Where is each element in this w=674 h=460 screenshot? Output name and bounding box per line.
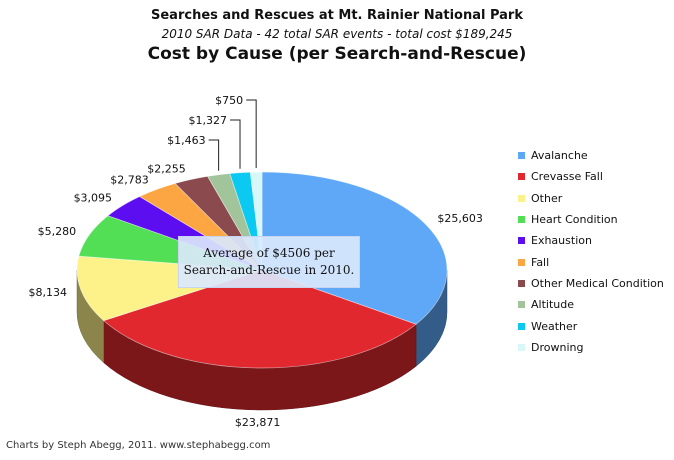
leader-line-drowning xyxy=(246,99,257,169)
legend-item-fall: Fall xyxy=(518,251,664,272)
legend-swatch-other xyxy=(518,194,525,202)
legend-swatch-heart-condition xyxy=(518,216,525,224)
value-label-weather: $1,327 xyxy=(189,114,228,127)
pie-slice-crevasse-fall xyxy=(102,269,417,369)
legend-item-other: Other xyxy=(518,188,664,209)
value-label-other: $8,134 xyxy=(28,286,67,299)
legend-swatch-other-medical-condition xyxy=(518,279,525,287)
legend-swatch-avalanche xyxy=(518,152,525,160)
legend-item-altitude: Altitude xyxy=(518,294,664,315)
value-label-heart-condition: $5,280 xyxy=(38,225,77,238)
value-label-fall: $2,783 xyxy=(110,174,149,187)
legend-label-heart-condition: Heart Condition xyxy=(531,213,618,227)
value-label-crevasse-fall: $23,871 xyxy=(235,416,281,429)
legend-swatch-fall xyxy=(518,258,525,266)
value-label-altitude: $1,463 xyxy=(167,134,206,147)
chart-heading: Cost by Cause (per Search-and-Rescue) xyxy=(147,44,527,64)
legend-label-other-medical-condition: Other Medical Condition xyxy=(531,276,664,290)
legend-label-crevasse-fall: Crevasse Fall xyxy=(531,170,603,184)
value-label-exhaustion: $3,095 xyxy=(74,192,113,205)
legend-swatch-exhaustion xyxy=(518,237,525,245)
legend-item-weather: Weather xyxy=(518,315,664,336)
legend-item-heart-condition: Heart Condition xyxy=(518,209,664,230)
leader-line-altitude xyxy=(208,139,220,171)
legend-label-avalanche: Avalanche xyxy=(531,149,588,163)
credit-line: Charts by Steph Abegg, 2011. www.stephab… xyxy=(6,440,271,451)
chart-subtitle: 2010 SAR Data - 42 total SAR events - to… xyxy=(161,27,513,41)
legend-item-other-medical-condition: Other Medical Condition xyxy=(518,273,664,294)
legend-label-exhaustion: Exhaustion xyxy=(531,234,592,248)
average-annotation: Average of $4506 per Search-and-Rescue i… xyxy=(178,236,360,288)
value-label-avalanche: $25,603 xyxy=(437,212,483,225)
legend-label-altitude: Altitude xyxy=(531,298,574,312)
legend-swatch-weather xyxy=(518,322,525,330)
leader-line-weather xyxy=(230,119,241,169)
chart-legend: Avalanche Crevasse Fall Other Heart Conditi… xyxy=(518,145,664,358)
value-label-other-medical-condition: $2,255 xyxy=(147,162,186,175)
legend-swatch-crevasse-fall xyxy=(518,173,525,181)
legend-item-drowning: Drowning xyxy=(518,337,664,358)
legend-label-drowning: Drowning xyxy=(531,340,584,354)
chart-title: Searches and Rescues at Mt. Rainier Nati… xyxy=(151,8,523,23)
legend-label-fall: Fall xyxy=(531,255,550,269)
annotation-line-1: Average of $4506 per xyxy=(203,246,335,260)
legend-label-other: Other xyxy=(531,191,563,205)
legend-swatch-drowning xyxy=(518,343,525,351)
legend-item-avalanche: Avalanche xyxy=(518,145,664,166)
legend-swatch-altitude xyxy=(518,301,525,309)
legend-label-weather: Weather xyxy=(531,319,578,333)
value-label-drowning: $750 xyxy=(215,94,243,107)
legend-item-crevasse-fall: Crevasse Fall xyxy=(518,166,664,187)
legend-item-exhaustion: Exhaustion xyxy=(518,230,664,251)
annotation-line-2: Search-and-Rescue in 2010. xyxy=(183,263,355,277)
